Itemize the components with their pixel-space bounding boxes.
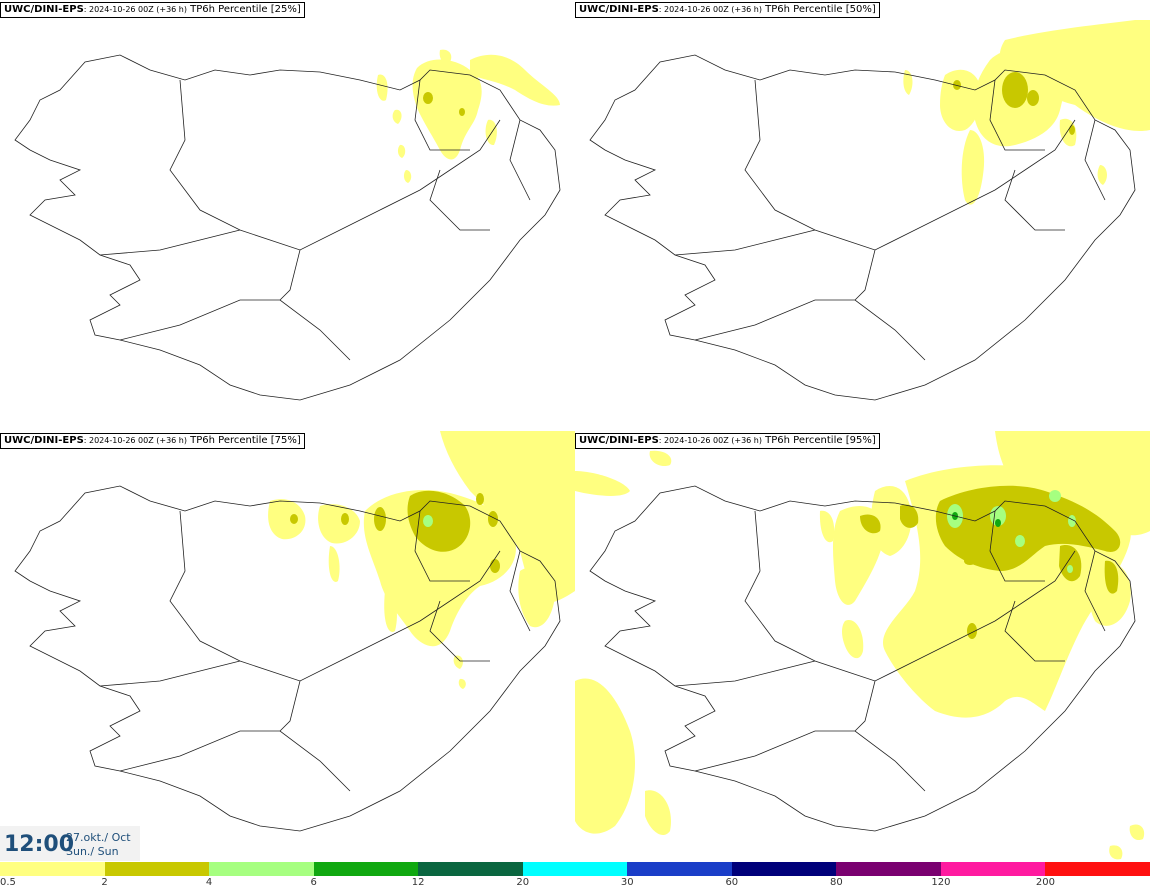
color-scale-segment bbox=[1045, 862, 1150, 876]
map-panel-p75: UWC/DINI-EPS: 2024-10-26 00Z (+36 h) TP6… bbox=[0, 431, 575, 862]
iceland-outline-p95 bbox=[589, 485, 1136, 832]
color-scale-tick-label: 20 bbox=[516, 877, 530, 888]
iceland-outline-p50 bbox=[589, 54, 1136, 401]
color-scale-tick-label: 80 bbox=[829, 877, 843, 888]
valid-time-day: Sun./ Sun bbox=[66, 845, 119, 858]
map-canvas-p25 bbox=[14, 49, 561, 401]
map-panel-p25: UWC/DINI-EPS: 2024-10-26 00Z (+36 h) TP6… bbox=[0, 0, 575, 431]
iceland-outline-p25 bbox=[14, 54, 561, 401]
color-scale-segment bbox=[313, 862, 419, 876]
color-scale-tick-label: 0.5 bbox=[0, 877, 16, 888]
color-scale-tick-label: 2 bbox=[101, 877, 108, 888]
map-canvas-p95 bbox=[575, 431, 1150, 860]
panel-title-p95: UWC/DINI-EPS: 2024-10-26 00Z (+36 h) TP6… bbox=[575, 433, 880, 449]
color-scale-ticks: 0.5 2 4 6 12 20 30 60 80 120 200 bbox=[0, 877, 1150, 891]
color-scale-segment bbox=[627, 862, 732, 876]
color-scale-tick-label: 12 bbox=[411, 877, 425, 888]
precip-overlay-p95 bbox=[575, 431, 1150, 860]
valid-time-clock: 12:00 bbox=[4, 832, 75, 857]
color-scale-segment bbox=[418, 862, 523, 876]
color-scale-bar bbox=[0, 862, 1150, 876]
color-scale-tick-label: 30 bbox=[620, 877, 634, 888]
map-panel-p50: UWC/DINI-EPS: 2024-10-26 00Z (+36 h) TP6… bbox=[575, 0, 1150, 431]
color-scale-tick-label: 60 bbox=[725, 877, 739, 888]
color-scale-tick-label: 6 bbox=[310, 877, 317, 888]
map-panel-p95: UWC/DINI-EPS: 2024-10-26 00Z (+36 h) TP6… bbox=[575, 431, 1150, 862]
precip-overlay-p75 bbox=[268, 431, 575, 689]
color-scale-tick-label: 4 bbox=[205, 877, 213, 888]
panel-title-p50: UWC/DINI-EPS: 2024-10-26 00Z (+36 h) TP6… bbox=[575, 2, 880, 18]
iceland-outline-p75 bbox=[14, 485, 561, 832]
valid-time-box: 12:00 27.okt./ Oct Sun./ Sun bbox=[0, 826, 140, 861]
color-scale-segment bbox=[104, 862, 210, 876]
map-canvas-p75 bbox=[14, 431, 575, 832]
precip-overlay-p25 bbox=[376, 49, 560, 183]
color-scale-segment bbox=[731, 862, 837, 876]
color-scale-tick-label: 120 bbox=[931, 877, 951, 888]
color-scale-segment bbox=[209, 862, 314, 876]
color-scale-segment bbox=[522, 862, 628, 876]
precip-overlay-p50 bbox=[903, 20, 1150, 205]
color-scale-tick-label: 200 bbox=[1035, 877, 1055, 888]
map-canvas-p50 bbox=[589, 20, 1150, 401]
panel-title-p25: UWC/DINI-EPS: 2024-10-26 00Z (+36 h) TP6… bbox=[0, 2, 305, 18]
panel-title-p75: UWC/DINI-EPS: 2024-10-26 00Z (+36 h) TP6… bbox=[0, 433, 305, 449]
color-scale-segment bbox=[0, 862, 105, 876]
color-scale-segment bbox=[940, 862, 1046, 876]
valid-time-date: 27.okt./ Oct bbox=[66, 831, 131, 844]
color-scale-segment bbox=[836, 862, 941, 876]
